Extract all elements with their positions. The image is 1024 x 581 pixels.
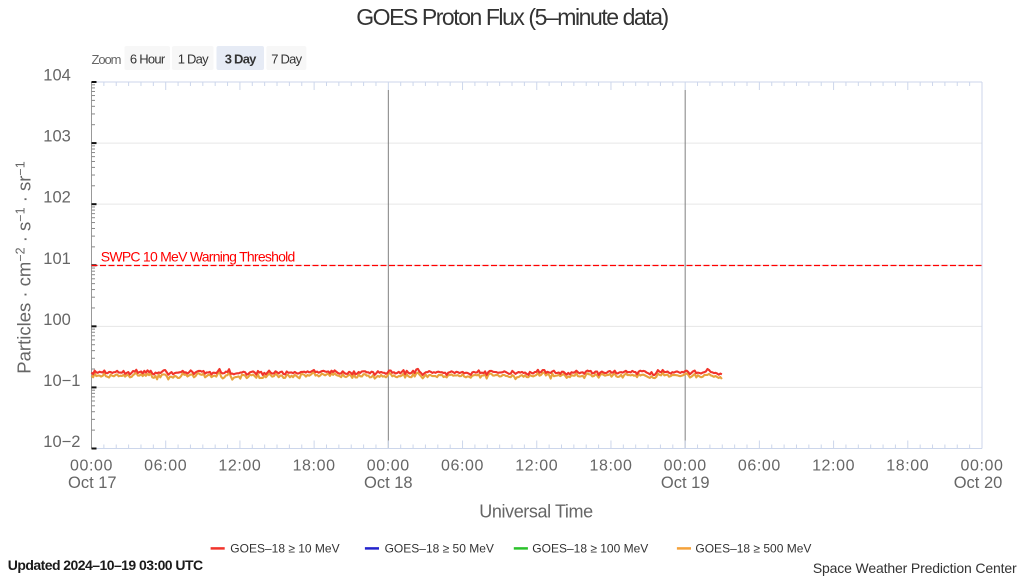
svg-text:12:00: 12:00 bbox=[218, 458, 261, 475]
svg-text:00:00: 00:00 bbox=[664, 458, 707, 475]
svg-text:104: 104 bbox=[43, 67, 71, 85]
svg-text:Updated 2024–10–19 03:00 UTC: Updated 2024–10–19 03:00 UTC bbox=[8, 557, 203, 573]
svg-text:00:00: 00:00 bbox=[70, 458, 113, 475]
svg-text:10−2: 10−2 bbox=[43, 433, 80, 451]
svg-text:06:00: 06:00 bbox=[144, 458, 187, 475]
svg-text:103: 103 bbox=[43, 128, 71, 146]
svg-text:10−1: 10−1 bbox=[43, 372, 80, 390]
svg-text:00:00: 00:00 bbox=[960, 458, 1003, 475]
svg-text:00:00: 00:00 bbox=[367, 458, 410, 475]
svg-text:7 Day: 7 Day bbox=[271, 52, 302, 67]
svg-text:Zoom: Zoom bbox=[92, 52, 121, 67]
svg-text:GOES Proton Flux (5–minute dat: GOES Proton Flux (5–minute data) bbox=[356, 4, 668, 30]
svg-text:Space Weather Prediction Cente: Space Weather Prediction Center bbox=[813, 560, 1017, 576]
svg-text:18:00: 18:00 bbox=[886, 458, 929, 475]
svg-text:6 Hour: 6 Hour bbox=[130, 52, 166, 67]
svg-text:1 Day: 1 Day bbox=[178, 52, 209, 67]
svg-text:06:00: 06:00 bbox=[441, 458, 484, 475]
svg-text:101: 101 bbox=[43, 250, 71, 268]
svg-text:06:00: 06:00 bbox=[738, 458, 781, 475]
svg-text:12:00: 12:00 bbox=[515, 458, 558, 475]
svg-text:100: 100 bbox=[43, 311, 71, 329]
svg-text:GOES–18 ≥ 50 MeV: GOES–18 ≥ 50 MeV bbox=[385, 542, 494, 556]
svg-text:GOES–18 ≥ 100 MeV: GOES–18 ≥ 100 MeV bbox=[532, 542, 648, 556]
svg-text:GOES–18 ≥ 10 MeV: GOES–18 ≥ 10 MeV bbox=[230, 542, 339, 556]
svg-text:Oct 19: Oct 19 bbox=[661, 474, 710, 492]
svg-text:12:00: 12:00 bbox=[812, 458, 855, 475]
svg-text:3 Day: 3 Day bbox=[225, 52, 257, 67]
svg-text:SWPC 10 MeV Warning Threshold: SWPC 10 MeV Warning Threshold bbox=[101, 249, 295, 265]
svg-text:Oct 20: Oct 20 bbox=[954, 474, 1003, 492]
svg-text:Particles · cm−2 · s−1 · sr−1: Particles · cm−2 · s−1 · sr−1 bbox=[14, 161, 35, 373]
svg-text:18:00: 18:00 bbox=[293, 458, 336, 475]
svg-text:Oct 17: Oct 17 bbox=[68, 474, 117, 492]
svg-text:GOES–18 ≥ 500 MeV: GOES–18 ≥ 500 MeV bbox=[695, 542, 811, 556]
svg-text:Oct 18: Oct 18 bbox=[364, 474, 413, 492]
svg-text:102: 102 bbox=[43, 189, 71, 207]
svg-text:18:00: 18:00 bbox=[589, 458, 632, 475]
svg-text:Universal Time: Universal Time bbox=[479, 502, 593, 522]
